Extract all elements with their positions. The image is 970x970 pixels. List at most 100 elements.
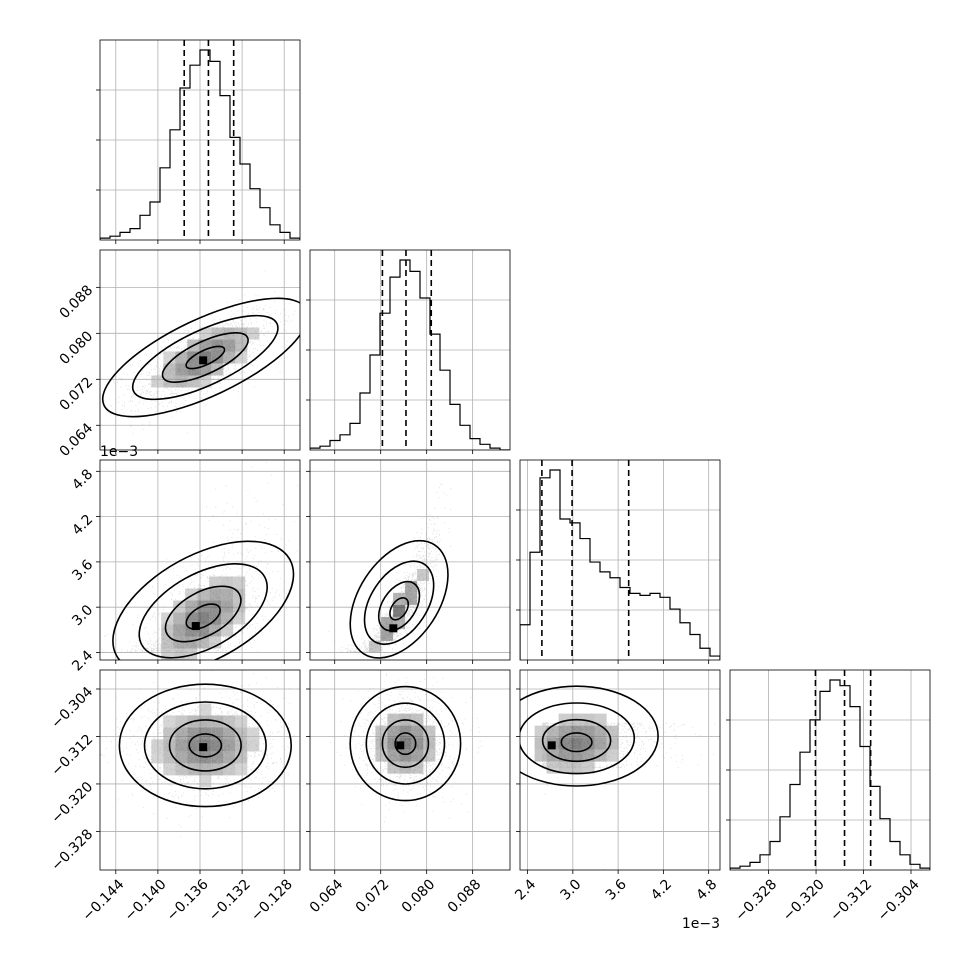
histogram-content: [730, 670, 930, 870]
scatter-content: [520, 685, 716, 870]
y-tick-label: 0.080: [57, 328, 97, 368]
density-cell: [411, 737, 424, 750]
scatter-panel-p2-p3: [516, 669, 721, 874]
density-cell: [594, 713, 607, 726]
contour-level-3: [389, 596, 410, 621]
histogram-content: [100, 40, 300, 240]
y-tick-label: 0.072: [57, 374, 97, 414]
panel-frame: [309, 669, 511, 871]
scatter-panel-p1-p3: [306, 669, 511, 874]
scatter-content: [330, 673, 483, 823]
density-cell: [235, 715, 248, 728]
density-cell: [594, 725, 607, 738]
contour-level-1: [131, 314, 279, 401]
density-cell: [163, 763, 176, 776]
density-cell: [209, 576, 222, 589]
density-cell: [582, 761, 595, 774]
contour-level-1: [363, 560, 435, 645]
density-cell: [411, 713, 424, 726]
density-cell: [175, 739, 188, 752]
contour-level-0: [520, 685, 659, 787]
contour-level-1: [520, 702, 636, 775]
density-cell: [163, 715, 176, 728]
x-tick-label: 0.080: [399, 876, 439, 916]
histogram-panel-p2: [516, 459, 721, 664]
density-cell: [199, 375, 212, 388]
density-cell: [173, 612, 186, 625]
contour-level-2: [168, 719, 242, 772]
histogram-content: [310, 250, 510, 450]
panel-frame: [519, 669, 721, 871]
scatter-panel-p1-p2: [306, 459, 511, 664]
peak-marker: [199, 743, 208, 752]
scatter-points: [100, 670, 300, 838]
x-tick-label: 4.8: [693, 876, 720, 903]
density-cell: [235, 763, 248, 776]
density-cell: [223, 727, 236, 740]
contour-level-1: [365, 702, 446, 785]
x-tick-label: −0.136: [164, 876, 212, 924]
density-cell: [570, 725, 583, 738]
x-tick-label: 3.0: [558, 876, 585, 903]
density-cell: [221, 576, 234, 589]
density-cell: [387, 713, 400, 726]
histogram-panel-p0: [96, 39, 301, 244]
density-cell: [558, 761, 571, 774]
density-cell: [223, 739, 236, 752]
density-cell: [161, 648, 174, 660]
x-tick-label: 4.2: [648, 876, 675, 903]
peak-marker: [199, 356, 208, 365]
contour-level-3: [188, 733, 223, 758]
density-cell: [546, 725, 559, 738]
contour-level-3: [185, 345, 226, 370]
density-cell: [199, 703, 212, 716]
contour-level-1: [138, 563, 268, 659]
density-cell: [247, 739, 260, 752]
x-tick-label: 2.4: [512, 876, 539, 903]
x-tick-label: 0.088: [445, 876, 485, 916]
density-cell: [173, 600, 186, 613]
histogram-step: [310, 259, 510, 450]
density-cell: [175, 727, 188, 740]
density-cell: [151, 375, 164, 388]
density-cell: [173, 624, 186, 637]
scatter-content: [328, 483, 452, 659]
y-tick-label: 3.0: [69, 602, 96, 629]
y-tick-label: −0.312: [48, 731, 96, 779]
density-cell: [221, 600, 234, 613]
scatter-content: [102, 462, 298, 660]
histogram-panel-p1: [306, 249, 511, 454]
density-cell: [221, 588, 234, 601]
density-cell: [211, 339, 224, 352]
x-tick-label: −0.144: [80, 876, 128, 924]
density-cell: [173, 636, 186, 649]
density-cell: [417, 568, 430, 581]
x-tick-label: −0.132: [206, 876, 254, 924]
y-tick-label: 0.064: [57, 420, 97, 460]
density-cell: [151, 751, 164, 764]
scatter-content: [100, 670, 300, 838]
contour-level-2: [377, 580, 421, 632]
density-cell: [163, 363, 176, 376]
contour-level-0: [118, 683, 293, 808]
density-cell: [161, 636, 174, 649]
density-cell: [173, 648, 186, 660]
density-cell: [247, 327, 260, 340]
density-cell: [185, 612, 198, 625]
x-tick-label: −0.304: [875, 876, 923, 924]
histogram-step: [730, 679, 930, 870]
contour-level-0: [349, 685, 462, 802]
scatter-panel-p0-p2: [96, 459, 301, 664]
contour-level-3: [394, 732, 417, 756]
density-cell: [197, 612, 210, 625]
density-cell: [199, 715, 212, 728]
density-cell: [423, 737, 436, 750]
x-tick-label: 0.064: [307, 876, 347, 916]
histogram-step: [100, 49, 300, 240]
density-cell: [209, 588, 222, 601]
density-cell: [375, 737, 388, 750]
density-cell: [411, 761, 424, 774]
density-cell: [570, 737, 583, 750]
density-cell: [606, 749, 619, 762]
